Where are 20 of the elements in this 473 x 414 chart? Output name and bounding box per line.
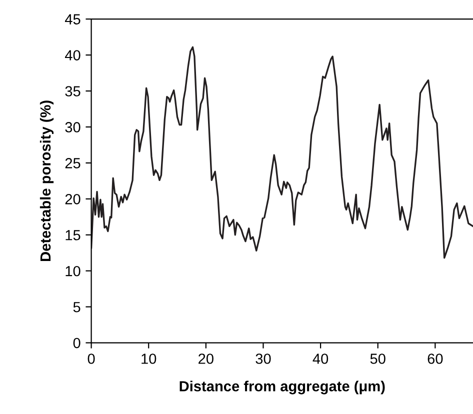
y-tick-label: 45 — [64, 14, 80, 24]
y-tick-label: 0 — [73, 338, 80, 348]
y-tick-label: 30 — [65, 122, 80, 132]
x-tick-label: 60 — [428, 354, 443, 364]
y-tick-label: 20 — [65, 194, 80, 204]
x-tick-label: 40 — [312, 354, 328, 364]
y-tick-label: 5 — [73, 302, 80, 312]
y-tick-label: 15 — [66, 230, 80, 240]
y-tick-label: 40 — [64, 50, 80, 60]
y-tick-label: 35 — [65, 86, 80, 96]
x-tick-label: 50 — [370, 354, 386, 364]
y-axis-title: Detectable porosity (%) — [40, 100, 54, 261]
x-tick-label: 0 — [88, 354, 95, 364]
x-axis-title: Distance from aggregate (μm) — [180, 380, 385, 394]
line-series — [91, 46, 473, 259]
x-tick-label: 30 — [256, 354, 271, 364]
x-tick-label: 10 — [142, 354, 156, 364]
y-tick-label: 25 — [65, 158, 80, 168]
y-tick-label: 10 — [66, 266, 80, 276]
x-tick-label: 20 — [198, 354, 214, 364]
